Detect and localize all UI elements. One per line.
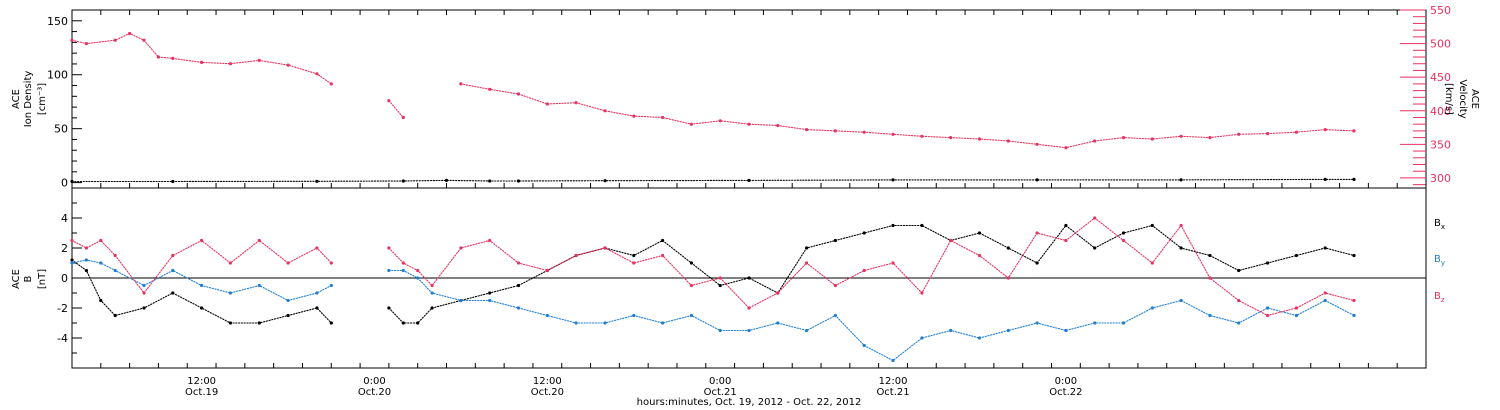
legend-bx-sub: x bbox=[1441, 223, 1445, 231]
bz-series-point bbox=[1352, 298, 1356, 303]
by-series-point bbox=[1064, 328, 1068, 333]
bottom-left-tick-label: 0 bbox=[61, 272, 68, 285]
ion-density-series-point bbox=[1035, 178, 1039, 182]
x-axis-title: hours:minutes, Oct. 19, 2012 - Oct. 22, … bbox=[637, 397, 862, 408]
bottom-left-label-line-2: B bbox=[23, 275, 34, 282]
bx-series bbox=[70, 223, 1356, 325]
bx-series-point bbox=[1352, 253, 1356, 258]
legend-bz-sub: z bbox=[1441, 296, 1445, 304]
by-series-point bbox=[661, 321, 665, 325]
legend: Bx By Bz bbox=[1434, 218, 1445, 304]
top-right-tick-label: 300 bbox=[1430, 172, 1451, 185]
bottom-left-unit: [nT] bbox=[37, 269, 48, 289]
by-series-trace bbox=[71, 259, 1355, 362]
x-tick-label-time: 0:00 bbox=[363, 376, 385, 387]
ion-density-series-trace bbox=[71, 178, 1355, 183]
top-right-axis-label: ACE Velocity [km/s] bbox=[1443, 79, 1480, 118]
ion-density-series bbox=[70, 177, 1356, 184]
velocity-series-trace bbox=[71, 32, 1355, 149]
top-left-tick-label: 50 bbox=[54, 123, 68, 136]
bottom-left-axis: -4 -2 0 2 4 bbox=[57, 187, 82, 369]
bx-series-point bbox=[1294, 253, 1298, 258]
x-tick-label-date: Oct.22 bbox=[1049, 387, 1082, 398]
legend-by-base: B bbox=[1434, 254, 1441, 265]
top-right-tick-label: 550 bbox=[1430, 4, 1451, 17]
x-tick-label-date: Oct.20 bbox=[358, 387, 391, 398]
ion-density-series-point bbox=[444, 178, 449, 182]
x-axis: 12:00Oct.190:00Oct.2012:00Oct.200:00Oct.… bbox=[71, 10, 1427, 398]
legend-bz-base: B bbox=[1434, 291, 1441, 302]
x-tick-label-time: 12:00 bbox=[879, 376, 908, 387]
series-layer bbox=[70, 31, 1356, 363]
velocity-series-point bbox=[1352, 129, 1356, 133]
bottom-left-tick-label: -2 bbox=[57, 302, 68, 315]
top-left-tick-label: 0 bbox=[61, 177, 68, 190]
top-right-tick-label: 500 bbox=[1430, 38, 1451, 51]
ion-density-series-point bbox=[747, 178, 751, 182]
legend-by-sub: y bbox=[1441, 259, 1445, 267]
top-right-tick-label: 350 bbox=[1430, 138, 1451, 151]
legend-bx: Bx bbox=[1434, 218, 1445, 231]
x-tick-label-date: Oct.20 bbox=[531, 387, 564, 398]
top-left-unit: [cm⁻³] bbox=[37, 83, 48, 115]
top-left-label-line-2: Ion Density bbox=[23, 71, 34, 128]
bx-series-trace bbox=[71, 224, 1355, 324]
top-left-tick-label: 100 bbox=[47, 69, 68, 82]
by-series bbox=[70, 258, 1356, 363]
bz-series-trace bbox=[71, 217, 1355, 317]
top-right-label-line-1: ACE bbox=[1469, 89, 1480, 109]
top-right-tick-label: 450 bbox=[1430, 71, 1451, 84]
legend-by: By bbox=[1434, 254, 1445, 267]
x-tick-label-time: 12:00 bbox=[533, 376, 562, 387]
velocity-series-point bbox=[603, 109, 607, 113]
bz-series bbox=[70, 216, 1356, 318]
top-left-axis-label: ACE Ion Density [cm⁻³] bbox=[11, 71, 48, 128]
bottom-left-label-line-1: ACE bbox=[11, 269, 22, 289]
bottom-left-tick-label: 4 bbox=[61, 212, 68, 225]
top-panel-frame bbox=[71, 9, 1427, 189]
x-tick-label-time: 12:00 bbox=[187, 376, 216, 387]
velocity-series-point bbox=[920, 134, 924, 138]
x-tick-label-time: 0:00 bbox=[709, 376, 731, 387]
top-right-axis: 300 350 400 450 500 550 bbox=[1400, 4, 1451, 186]
x-tick-label-time: 0:00 bbox=[1055, 376, 1077, 387]
top-right-tick-label: 400 bbox=[1430, 105, 1451, 118]
bottom-left-tick-label: 2 bbox=[61, 242, 68, 255]
legend-bz: Bz bbox=[1434, 291, 1445, 304]
bx-series-point bbox=[862, 231, 866, 235]
bottom-left-axis-label: ACE B [nT] bbox=[11, 269, 48, 289]
x-tick-label-date: Oct.19 bbox=[185, 387, 218, 398]
top-left-axis: 0 50 100 150 bbox=[47, 9, 82, 190]
top-left-label-line-1: ACE bbox=[11, 89, 22, 109]
bottom-left-tick-label: -4 bbox=[57, 332, 68, 345]
top-right-unit: [km/s] bbox=[1443, 83, 1454, 115]
x-tick-label-date: Oct.21 bbox=[704, 387, 737, 398]
x-tick-label-date: Oct.21 bbox=[876, 387, 909, 398]
velocity-series-point bbox=[1006, 139, 1010, 143]
legend-bx-base: B bbox=[1434, 218, 1441, 229]
ion-density-series-point bbox=[1352, 177, 1356, 181]
top-right-label-line-2: Velocity bbox=[1457, 79, 1468, 118]
velocity-series-point bbox=[228, 62, 232, 66]
velocity-series bbox=[70, 31, 1356, 150]
by-series-point bbox=[228, 291, 232, 295]
velocity-series-point bbox=[833, 129, 838, 133]
top-left-tick-label: 150 bbox=[47, 15, 68, 28]
